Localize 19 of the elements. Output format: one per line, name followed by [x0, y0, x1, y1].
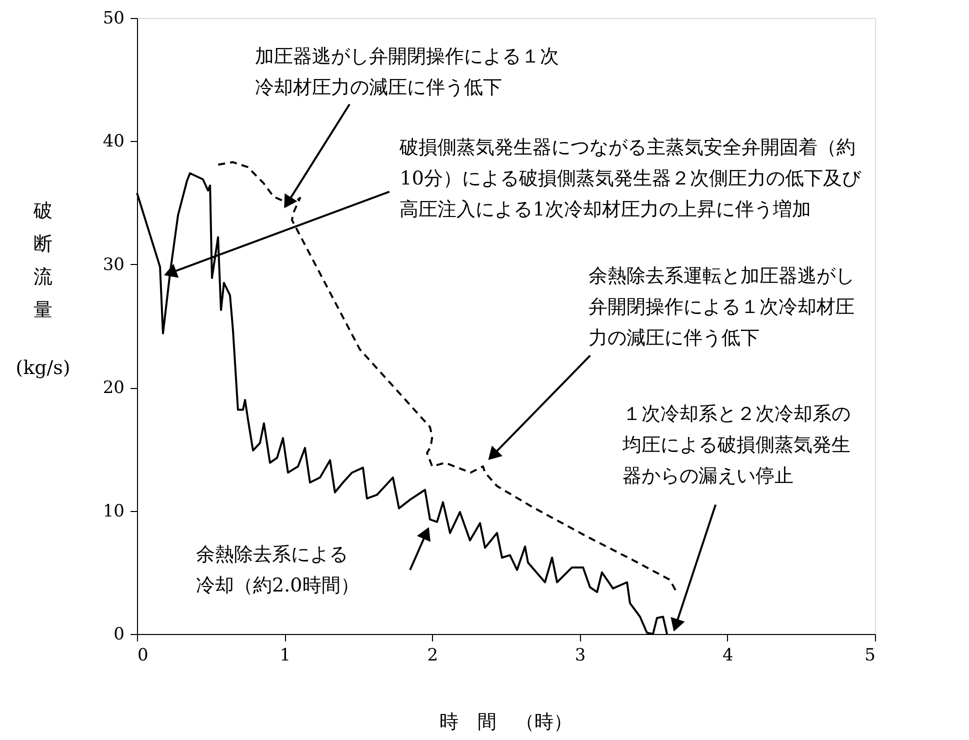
text: 破断流量 (kg/s) [16, 200, 70, 379]
y-tick-label: 40 [102, 132, 124, 152]
x-axis-title: 時 間 （時） [440, 711, 572, 733]
y-tick-label: 0 [114, 624, 124, 644]
annotation: 余熱除去系による冷却（約2.0時間） [196, 543, 360, 596]
x-tick-label: 4 [722, 646, 734, 666]
y-tick-label: 30 [102, 254, 124, 275]
annotation: １次冷却系と２次冷却系の均圧による破損側蒸気発生器からの漏えい停止 [622, 402, 851, 487]
annotation: 余熱除去系運転と加圧器逃がし弁開閉操作による１次冷却材圧力の減圧に伴う低下 [588, 264, 855, 349]
y-tick-label: 20 [102, 378, 124, 398]
y-tick-label: 10 [102, 501, 124, 522]
x-tick-label: 2 [427, 646, 438, 666]
annotation: 破損側蒸気発生器につながる主蒸気安全弁開固着（約10分）による破損側蒸気発生器２次側圧力の低下及び高圧注入による1次冷却材圧力の上昇に伴う増加 [398, 136, 862, 221]
x-tick-label: 3 [574, 646, 586, 666]
x-tick-label: 1 [280, 646, 291, 666]
annotation: 加圧器逃がし弁開閉操作による１次冷却材圧力の減圧に伴う低下 [255, 46, 560, 99]
x-tick-label: 0 [138, 646, 148, 666]
y-tick-label: 50 [102, 8, 124, 28]
x-tick-label: 5 [864, 646, 876, 666]
